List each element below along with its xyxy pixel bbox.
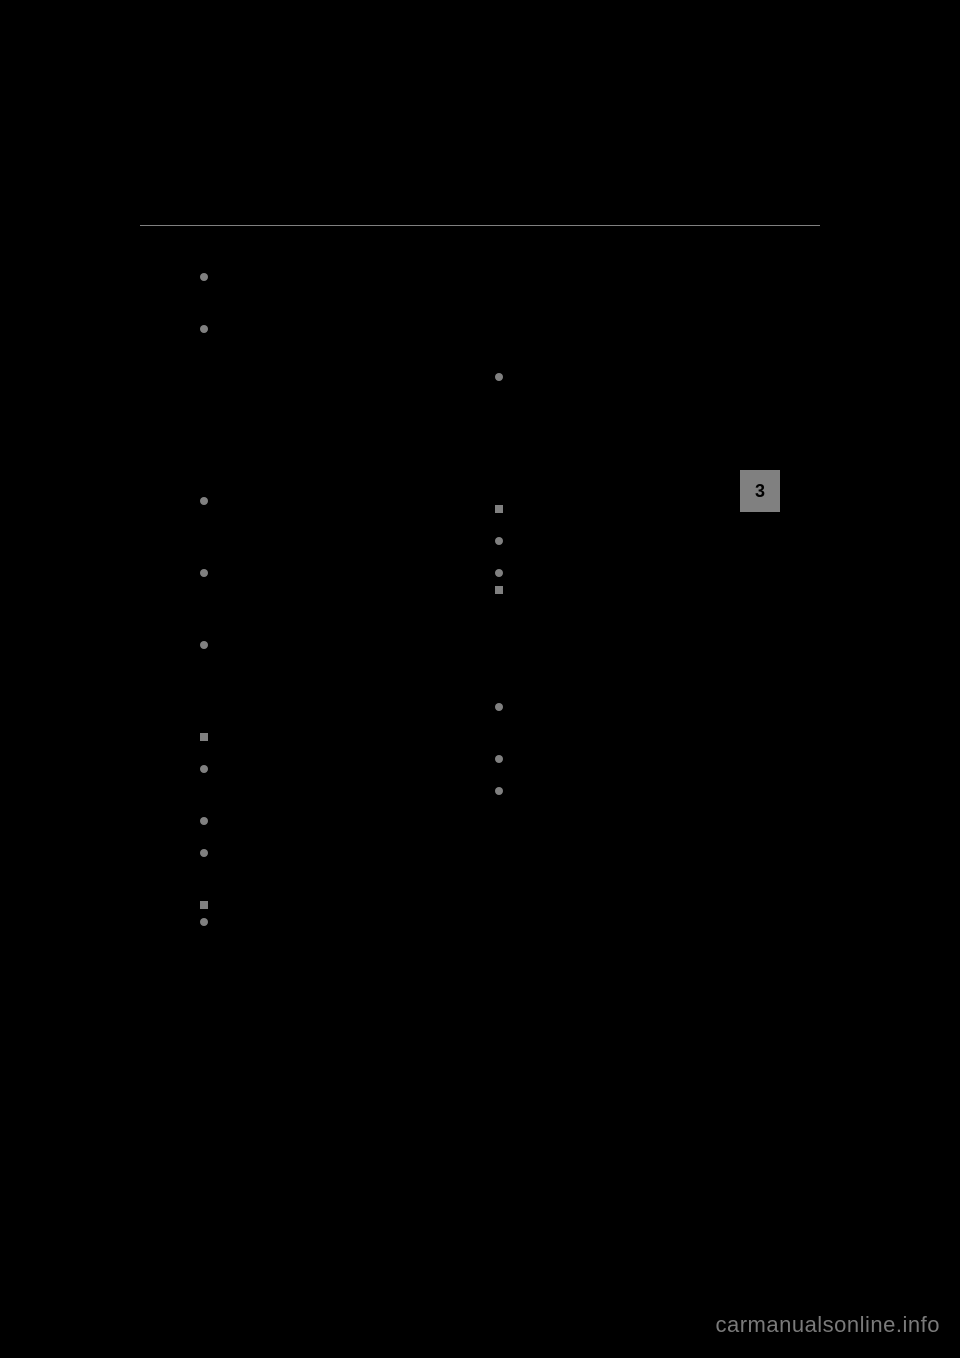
spacer	[200, 287, 465, 322]
circle-bullet-icon	[200, 497, 208, 505]
right-column	[495, 270, 760, 932]
list-item	[495, 566, 760, 577]
list-item	[495, 502, 760, 513]
list-item	[495, 700, 760, 711]
list-item	[495, 784, 760, 795]
spacer	[495, 769, 760, 784]
list-item	[495, 752, 760, 763]
list-item	[200, 270, 465, 281]
circle-bullet-icon	[495, 787, 503, 795]
header-divider	[140, 225, 820, 226]
list-item	[495, 534, 760, 545]
list-item	[200, 898, 465, 909]
spacer	[495, 270, 760, 370]
spacer	[200, 583, 465, 638]
list-item	[495, 370, 760, 381]
circle-bullet-icon	[495, 373, 503, 381]
list-item	[200, 846, 465, 857]
circle-bullet-icon	[200, 817, 208, 825]
square-bullet-icon	[200, 733, 208, 741]
spacer	[200, 339, 465, 439]
list-item	[200, 730, 465, 741]
circle-bullet-icon	[200, 569, 208, 577]
square-bullet-icon	[495, 586, 503, 594]
list-item	[200, 814, 465, 825]
list-item	[495, 583, 760, 594]
square-bullet-icon	[200, 901, 208, 909]
spacer	[495, 551, 760, 566]
spacer	[200, 779, 465, 814]
circle-bullet-icon	[200, 273, 208, 281]
spacer	[200, 831, 465, 846]
page-container: 3 carmanualsonline.info	[0, 0, 960, 1358]
columns-wrapper	[200, 270, 760, 932]
list-item	[200, 566, 465, 577]
spacer	[495, 387, 760, 487]
circle-bullet-icon	[200, 765, 208, 773]
spacer	[495, 717, 760, 752]
list-item	[200, 322, 465, 333]
square-bullet-icon	[495, 505, 503, 513]
circle-bullet-icon	[495, 569, 503, 577]
spacer	[200, 863, 465, 898]
list-item	[200, 915, 465, 926]
content-area	[200, 270, 760, 932]
list-item	[200, 494, 465, 505]
spacer	[200, 655, 465, 730]
list-item	[200, 762, 465, 773]
spacer	[200, 511, 465, 566]
watermark-text: carmanualsonline.info	[715, 1312, 940, 1338]
circle-bullet-icon	[200, 918, 208, 926]
circle-bullet-icon	[200, 849, 208, 857]
circle-bullet-icon	[495, 755, 503, 763]
spacer	[495, 487, 760, 502]
spacer	[200, 747, 465, 762]
left-column	[200, 270, 465, 932]
spacer	[495, 519, 760, 534]
circle-bullet-icon	[200, 325, 208, 333]
circle-bullet-icon	[495, 703, 503, 711]
circle-bullet-icon	[495, 537, 503, 545]
circle-bullet-icon	[200, 641, 208, 649]
spacer	[495, 600, 760, 700]
list-item	[200, 638, 465, 649]
spacer	[200, 439, 465, 494]
